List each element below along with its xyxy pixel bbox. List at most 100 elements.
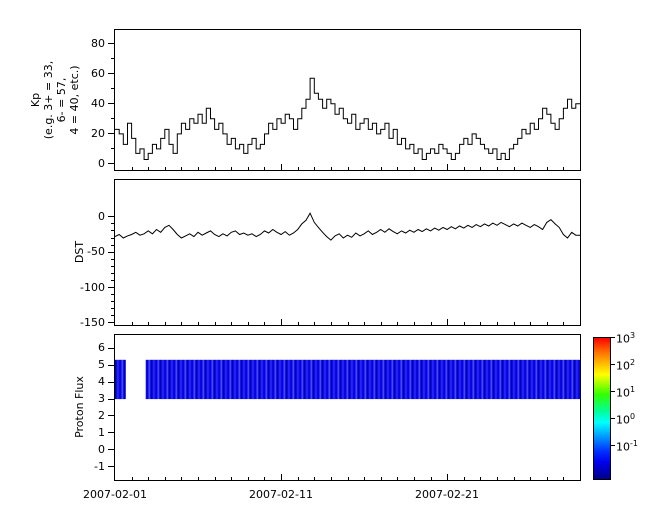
- x-minor-tick: [380, 167, 382, 170]
- y-tick-label: 5: [98, 358, 105, 372]
- y-tick: [108, 103, 115, 105]
- colorbar-tick: [611, 336, 615, 338]
- x-minor-tick: [231, 322, 233, 325]
- y-minor-tick: [111, 237, 115, 239]
- y-tick: [108, 322, 115, 324]
- colorbar-tick-label: 101: [616, 385, 636, 400]
- x-minor-tick: [463, 322, 465, 325]
- x-minor-tick: [214, 167, 216, 170]
- y-tick-label: -50: [87, 245, 105, 259]
- x-tick: [447, 474, 449, 480]
- y-tick: [108, 251, 115, 253]
- x-minor-tick: [397, 167, 399, 170]
- colorbar-tick: [611, 444, 615, 446]
- x-minor-tick: [164, 477, 166, 480]
- x-minor-tick: [480, 322, 482, 325]
- y-tick-label: 0: [98, 156, 105, 170]
- x-minor-tick: [330, 167, 332, 170]
- x-minor-tick: [546, 167, 548, 170]
- y-tick: [108, 432, 115, 434]
- x-tick: [281, 474, 283, 480]
- x-minor-tick: [247, 477, 249, 480]
- y-tick: [108, 398, 115, 400]
- y-tick: [108, 449, 115, 451]
- x-minor-tick: [430, 167, 432, 170]
- x-minor-tick: [231, 477, 233, 480]
- y-tick-label: 2: [98, 408, 105, 422]
- x-tick-label-2007-02-01: 2007-02-01: [83, 488, 147, 501]
- x-minor-tick: [330, 322, 332, 325]
- x-minor-tick: [413, 322, 415, 325]
- x-minor-tick: [347, 167, 349, 170]
- x-minor-tick: [231, 167, 233, 170]
- x-minor-tick: [297, 167, 299, 170]
- x-minor-tick: [347, 477, 349, 480]
- x-minor-tick: [546, 477, 548, 480]
- x-minor-tick: [496, 322, 498, 325]
- x-minor-tick: [214, 477, 216, 480]
- proton-flux-panel: [114, 334, 581, 481]
- colorbar-tick-label: 100: [616, 412, 636, 427]
- x-minor-tick: [563, 322, 565, 325]
- x-minor-tick: [463, 167, 465, 170]
- y-tick-label: 20: [91, 126, 105, 140]
- x-minor-tick: [181, 477, 183, 480]
- colorbar-tick-label: 102: [616, 358, 636, 373]
- x-minor-tick: [380, 477, 382, 480]
- y-minor-tick: [111, 230, 115, 232]
- x-minor-tick: [397, 477, 399, 480]
- y-tick: [108, 73, 115, 75]
- x-minor-tick: [264, 322, 266, 325]
- x-minor-tick: [364, 167, 366, 170]
- x-minor-tick: [247, 167, 249, 170]
- y-tick: [108, 216, 115, 218]
- x-minor-tick: [463, 477, 465, 480]
- x-minor-tick: [430, 477, 432, 480]
- x-minor-tick: [198, 322, 200, 325]
- y-tick-label: 4: [98, 375, 105, 389]
- x-minor-tick: [397, 322, 399, 325]
- colorbar-tick: [611, 363, 615, 365]
- y-minor-tick: [111, 148, 115, 150]
- x-minor-tick: [131, 477, 133, 480]
- x-minor-tick: [264, 477, 266, 480]
- y-tick-label: 80: [91, 36, 105, 50]
- x-minor-tick: [364, 477, 366, 480]
- x-minor-tick: [214, 322, 216, 325]
- x-minor-tick: [496, 167, 498, 170]
- x-tick-label-2007-02-21: 2007-02-21: [415, 488, 479, 501]
- colorbar-tick: [611, 390, 615, 392]
- y-minor-tick: [111, 265, 115, 267]
- kp-plot: [115, 77, 580, 160]
- y-minor-tick: [111, 315, 115, 317]
- y-tick: [108, 287, 115, 288]
- y-tick-label: -150: [80, 315, 105, 329]
- x-minor-tick: [131, 167, 133, 170]
- x-minor-tick: [297, 477, 299, 480]
- y-tick: [108, 163, 115, 165]
- x-minor-tick: [513, 477, 515, 480]
- colorbar-gradient: [594, 338, 610, 479]
- x-minor-tick: [430, 322, 432, 325]
- x-minor-tick: [530, 167, 532, 170]
- kp-axis-label-line1: Kp: [29, 92, 42, 108]
- y-tick: [108, 466, 115, 467]
- x-minor-tick: [181, 322, 183, 325]
- x-minor-tick: [264, 167, 266, 170]
- x-minor-tick: [480, 477, 482, 480]
- x-minor-tick: [164, 322, 166, 325]
- kp-panel: [114, 29, 581, 171]
- x-minor-tick: [347, 322, 349, 325]
- x-minor-tick: [563, 477, 565, 480]
- x-minor-tick: [380, 322, 382, 325]
- dst-plot: [115, 212, 580, 241]
- y-minor-tick: [111, 223, 115, 225]
- x-minor-tick: [198, 167, 200, 170]
- x-minor-tick: [530, 322, 532, 325]
- y-tick: [108, 364, 115, 366]
- y-tick-label: -100: [80, 280, 105, 294]
- x-minor-tick: [247, 322, 249, 325]
- y-minor-tick: [111, 272, 115, 274]
- x-minor-tick: [148, 477, 150, 480]
- x-minor-tick: [364, 322, 366, 325]
